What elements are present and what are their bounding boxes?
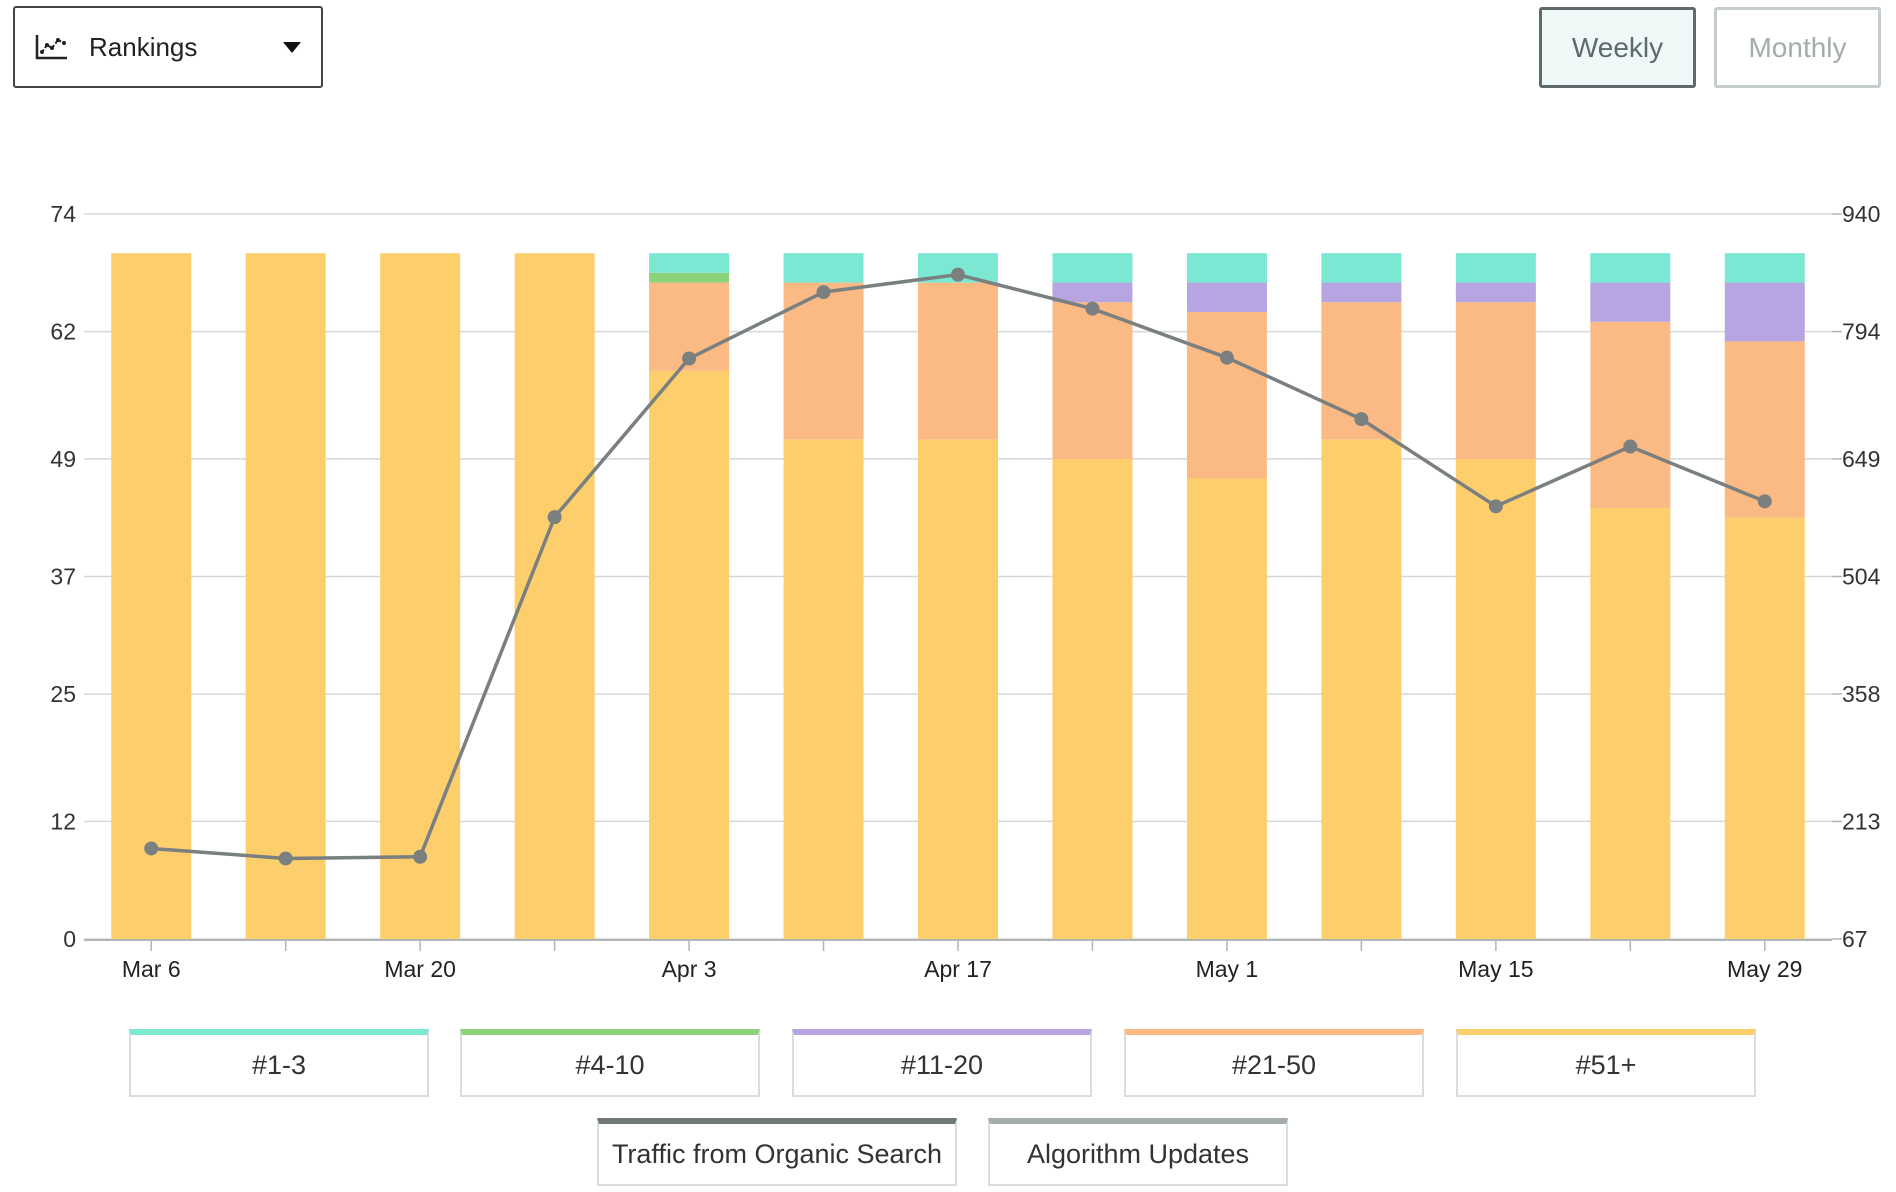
rankings-chart: 0 67 12 213 25 358 37 504 49 649 62 794 74 940 Mar 6 Ma…: [50, 201, 1881, 982]
bar-segment: [1590, 253, 1671, 283]
bar-segment: [1052, 253, 1133, 283]
bar-segment: [649, 272, 730, 283]
bar-segment: [918, 282, 998, 440]
traffic-point: [413, 849, 428, 864]
traffic-point: [1354, 412, 1369, 427]
weekly-button[interactable]: Weekly: [1539, 7, 1696, 88]
traffic-point: [547, 510, 562, 525]
x-axis-tick-label: Apr 17: [924, 956, 992, 982]
legend-label: Traffic from Organic Search: [611, 1138, 943, 1169]
bar-segment: [1321, 253, 1402, 283]
bar-segment: [1186, 311, 1267, 479]
traffic-point: [1219, 350, 1234, 365]
traffic-point: [144, 841, 159, 856]
bar-segment: [111, 253, 192, 939]
right-axis-tick-label: 504: [1842, 564, 1881, 590]
traffic-point: [816, 285, 831, 300]
left-axis-tick-label: 49: [50, 446, 76, 472]
right-axis-tick-label: 794: [1842, 319, 1881, 345]
bar-segment: [1590, 507, 1671, 939]
bar-segment: [649, 253, 730, 273]
monthly-button[interactable]: Monthly: [1714, 7, 1881, 88]
bar-segment: [1455, 282, 1536, 303]
legend-label: #51+: [1575, 1049, 1637, 1080]
left-axis-tick-label: 12: [50, 808, 76, 834]
legend-item-11-20[interactable]: #11-20: [792, 1029, 1092, 1097]
traffic-point: [278, 851, 293, 866]
x-axis-tick-label: Mar 20: [384, 956, 456, 982]
x-axis-tick-label: Mar 6: [122, 956, 181, 982]
right-axis-tick-label: 358: [1842, 681, 1880, 707]
line-chart-icon: [35, 33, 69, 61]
legend-item-51-plus[interactable]: #51+: [1456, 1029, 1756, 1097]
x-axis-tick-label: May 29: [1727, 956, 1802, 982]
left-axis-tick-label: 37: [50, 564, 76, 590]
bar-segment: [918, 439, 998, 939]
legend-item-21-50[interactable]: #21-50: [1124, 1029, 1424, 1097]
traffic-point: [682, 351, 697, 366]
traffic-point: [1488, 499, 1503, 514]
bar-segment: [1590, 321, 1671, 508]
bar-segment: [1455, 458, 1536, 939]
bar-segment: [649, 370, 730, 940]
metric-dropdown[interactable]: Rankings: [13, 6, 323, 88]
bar-segment: [1321, 282, 1402, 303]
bar-segment: [1724, 282, 1805, 342]
left-axis-tick-label: 74: [50, 201, 76, 227]
traffic-point: [951, 267, 965, 282]
bar-segment: [1455, 253, 1536, 283]
bar-segment: [1724, 341, 1805, 518]
bar-segment: [1186, 253, 1267, 283]
bar-segment: [783, 282, 864, 440]
metric-dropdown-label: Rankings: [89, 31, 198, 62]
bar-segment: [1052, 302, 1133, 459]
right-axis-tick-label: 940: [1842, 201, 1880, 227]
legend-item-1-3[interactable]: #1-3: [129, 1029, 429, 1097]
left-axis-tick-label: 0: [63, 926, 76, 952]
legend-label: Algorithm Updates: [1026, 1138, 1250, 1169]
bar-segment: [245, 253, 326, 939]
traffic-point: [1757, 494, 1772, 509]
right-axis-tick-label: 649: [1842, 446, 1880, 472]
right-axis-tick-label: 213: [1842, 808, 1880, 834]
right-axis-tick-label: 67: [1842, 926, 1868, 952]
x-axis-tick-label: May 1: [1196, 956, 1259, 982]
legend-item-algorithm-updates[interactable]: Algorithm Updates: [988, 1118, 1288, 1186]
traffic-point: [1623, 439, 1638, 454]
legend-label: #21-50: [1231, 1049, 1317, 1080]
bar-segment: [1186, 478, 1267, 939]
bar-segment: [1052, 282, 1133, 303]
legend-label: #11-20: [900, 1049, 984, 1080]
legend-label: #4-10: [575, 1049, 645, 1080]
x-axis-tick-label: Apr 3: [662, 956, 717, 982]
bar-segment: [514, 253, 595, 939]
bar-segment: [783, 439, 864, 939]
bar-segment: [380, 253, 461, 939]
chevron-down-icon: [283, 41, 301, 53]
bar-segment: [783, 253, 864, 283]
bar-segment: [1455, 302, 1536, 459]
bar-segment: [1590, 282, 1671, 322]
traffic-point: [1085, 301, 1100, 316]
bar-segment: [1186, 282, 1267, 312]
left-axis-tick-label: 62: [50, 319, 76, 345]
bar-segment: [1052, 458, 1133, 939]
legend-item-organic-traffic[interactable]: Traffic from Organic Search: [597, 1118, 957, 1186]
x-axis-tick-label: May 15: [1458, 956, 1533, 982]
bar-segment: [1724, 517, 1805, 939]
legend-label: #1-3: [251, 1049, 307, 1080]
bar-segment: [1321, 439, 1402, 939]
left-axis-tick-label: 25: [50, 681, 76, 707]
legend-item-4-10[interactable]: #4-10: [460, 1029, 760, 1097]
bar-segment: [1724, 253, 1805, 283]
